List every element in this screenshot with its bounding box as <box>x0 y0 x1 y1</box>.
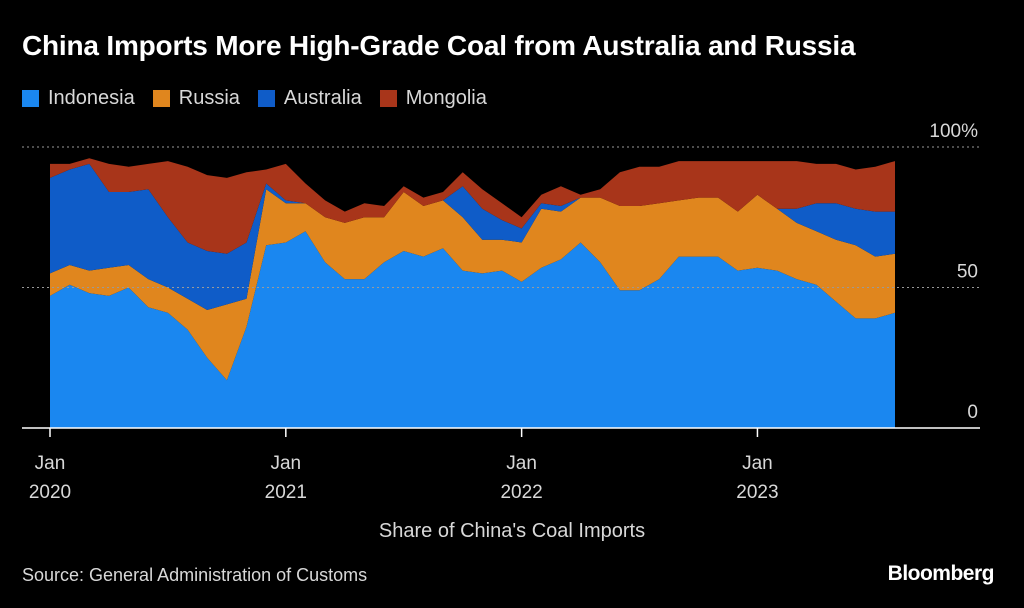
legend-label: Mongolia <box>405 87 487 109</box>
area-mongolia <box>50 158 895 254</box>
x-tick-label-month: Jan <box>35 453 66 474</box>
y-tick-label: 50 <box>957 262 978 283</box>
legend-item-russia: Russia <box>152 87 240 110</box>
x-tick-label-month: Jan <box>506 453 537 474</box>
y-gridlines: 0 50 100% <box>22 121 980 423</box>
chart-title: China Imports More High-Grade Coal from … <box>22 30 856 61</box>
legend-item-australia: Australia <box>257 87 362 110</box>
x-tick-label-month: Jan <box>270 453 301 474</box>
x-axis-ticks: Jan 2020 Jan 2021 Jan 2022 Jan 2023 <box>29 428 779 503</box>
x-tick-label-month: Jan <box>742 453 773 474</box>
legend-label: Australia <box>283 87 362 109</box>
x-tick-label-year: 2021 <box>265 482 307 503</box>
y-tick-label: 100% <box>929 121 978 142</box>
legend-label: Russia <box>178 87 240 109</box>
x-tick-label-year: 2023 <box>736 482 778 503</box>
bloomberg-logo: Bloomberg <box>887 562 995 585</box>
x-tick-label-year: 2022 <box>500 482 542 503</box>
legend: Indonesia Russia Australia Mongolia <box>22 87 505 110</box>
stacked-areas <box>50 158 895 428</box>
area-russia <box>50 189 895 381</box>
x-axis-title: Share of China's Coal Imports <box>378 520 646 542</box>
legend-label: Indonesia <box>48 87 135 109</box>
source-note: Source: General Administration of Custom… <box>22 565 368 585</box>
area-indonesia <box>50 231 895 428</box>
x-tick-label-year: 2020 <box>29 482 71 503</box>
legend-swatch <box>22 90 39 107</box>
area-australia <box>50 163 895 310</box>
legend-swatch <box>257 90 275 107</box>
legend-item-mongolia: Mongolia <box>379 87 487 110</box>
y-tick-label: 0 <box>967 402 978 423</box>
legend-swatch <box>379 90 397 107</box>
legend-item-indonesia: Indonesia <box>22 87 135 110</box>
legend-swatch <box>152 90 170 107</box>
